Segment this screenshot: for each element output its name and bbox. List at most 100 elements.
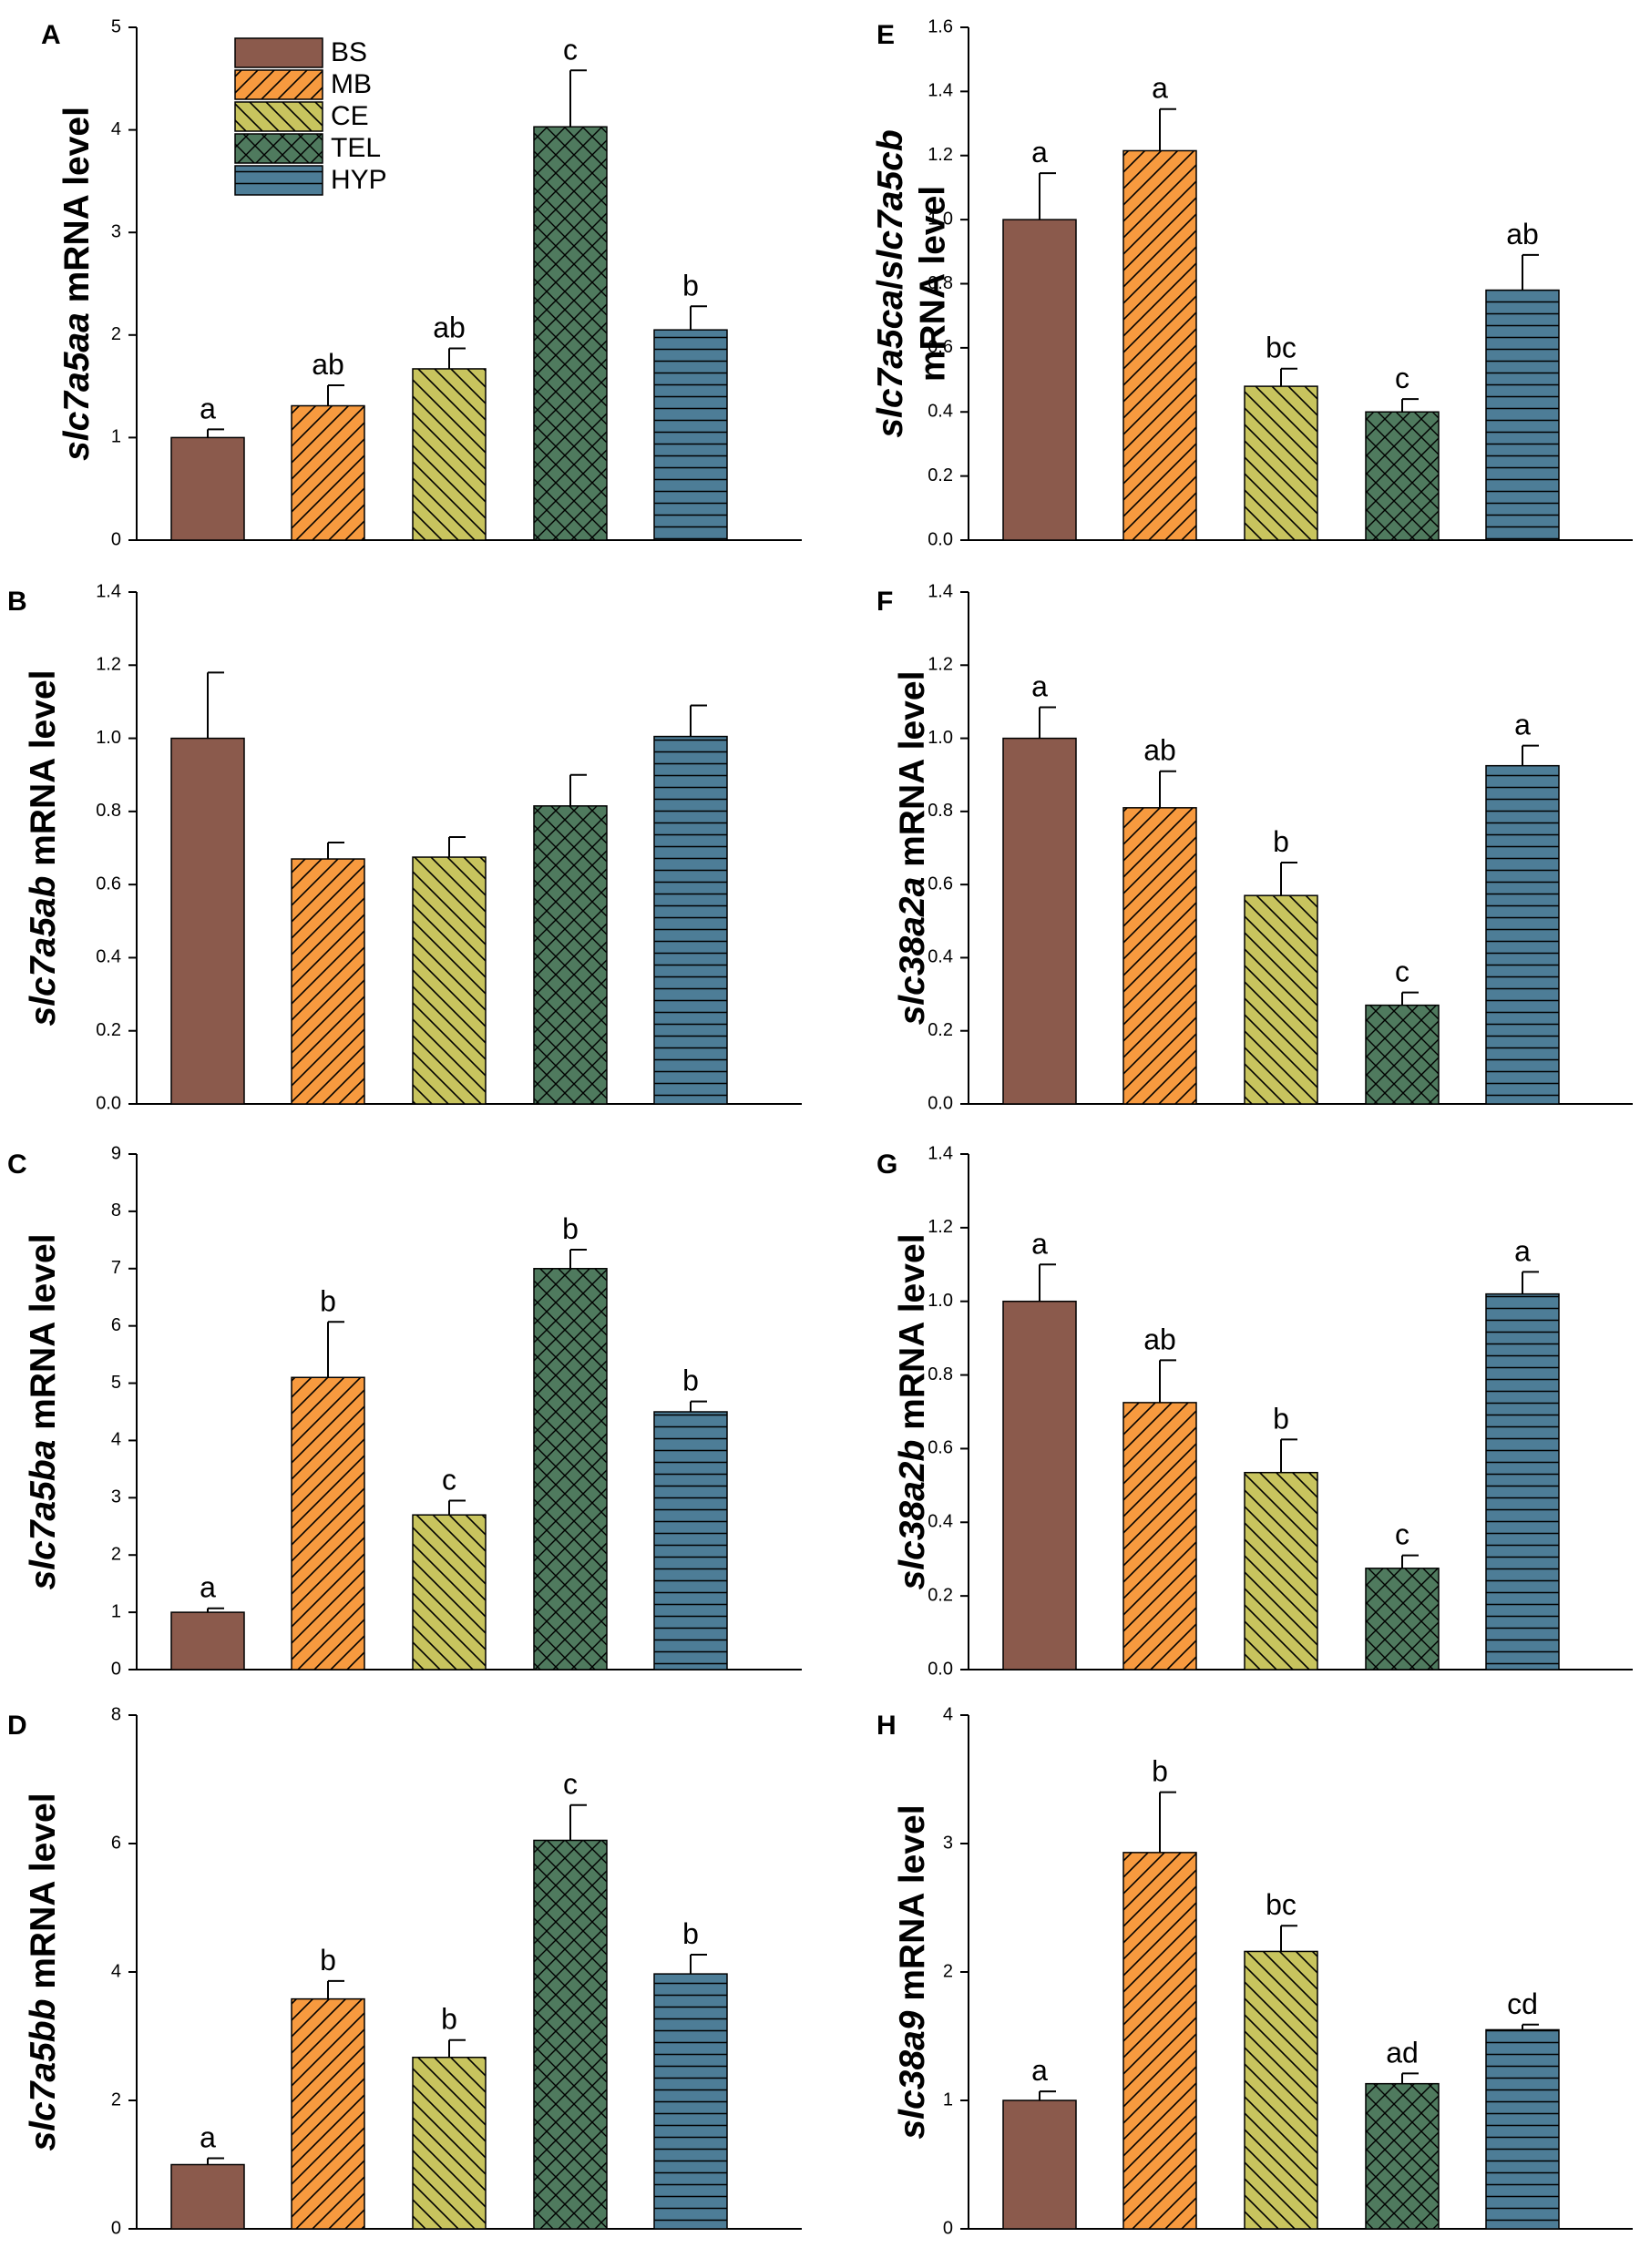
- significance-letter: ab: [1143, 1323, 1176, 1355]
- y-tick-label: 0.8: [928, 801, 953, 821]
- y-tick-label: 5: [111, 16, 121, 36]
- panel-letter: E: [876, 20, 895, 50]
- legend-label-tel: TEL: [331, 133, 381, 163]
- significance-letter: c: [563, 33, 578, 66]
- y-tick-label: 1.2: [928, 655, 953, 675]
- legend-swatch-tel: [234, 133, 323, 164]
- y-axis-label-part: slc7a5ab: [24, 876, 63, 1027]
- bar-bs: [170, 436, 245, 541]
- bar-hyp: [653, 329, 728, 541]
- significance-letter: ab: [1143, 734, 1176, 767]
- y-tick-label: 4: [943, 1704, 953, 1724]
- bar-tel: [1365, 1004, 1440, 1105]
- y-tick-label: 0.8: [928, 1364, 953, 1384]
- y-tick-label: 0.0: [928, 529, 953, 549]
- y-tick-label: 1.2: [928, 1217, 953, 1237]
- significance-letter: ad: [1386, 2036, 1419, 2069]
- y-tick-label: 0: [111, 529, 121, 549]
- bar-tel: [533, 126, 608, 541]
- y-tick-label: 0.0: [928, 1659, 953, 1679]
- significance-letter: bc: [1266, 1888, 1297, 1921]
- y-axis-label: slc7a5aa mRNA level: [57, 107, 97, 461]
- y-tick-label: 4: [111, 1961, 121, 1981]
- bar-ce: [1244, 385, 1318, 541]
- y-tick-label: 1: [943, 2089, 953, 2110]
- y-axis-label-part: mRNA level: [57, 107, 97, 312]
- bar-ce: [1244, 894, 1318, 1105]
- significance-letter: c: [1395, 362, 1409, 394]
- chart-panel-d: D 0 2 4 6 8 slc7a5bb mRNA level a b b c b: [7, 1704, 802, 2238]
- y-tick-label: 0.2: [928, 465, 953, 485]
- y-tick-label: 2: [111, 324, 121, 344]
- y-tick-label: 1.6: [928, 16, 953, 36]
- y-tick-label: 0.2: [928, 1585, 953, 1605]
- significance-letter: b: [441, 2003, 457, 2036]
- bar-bs: [170, 737, 245, 1105]
- significance-letter: a: [200, 1571, 216, 1604]
- y-axis-label: slc7a5ba mRNA level: [24, 1234, 63, 1590]
- legend-label-hyp: HYP: [331, 165, 387, 195]
- y-axis-label: slc38a9 mRNA level: [893, 1804, 932, 2139]
- y-tick-label: 0.4: [96, 947, 121, 967]
- legend-label-bs: BS: [331, 37, 367, 67]
- y-tick-label: 8: [111, 1200, 121, 1221]
- significance-letter: ab: [312, 348, 344, 381]
- bar-ce: [412, 2057, 487, 2230]
- bar-ce: [1244, 1950, 1318, 2230]
- bar-mb: [291, 404, 365, 541]
- y-tick-label: 1.4: [928, 81, 953, 101]
- significance-letter: b: [682, 1364, 699, 1397]
- y-tick-label: 2: [111, 1545, 121, 1565]
- y-tick-label: 4: [111, 119, 121, 139]
- y-axis-label-part: mRNA level: [893, 1804, 932, 2010]
- bar-hyp: [1485, 764, 1560, 1105]
- significance-letter: a: [1152, 72, 1168, 105]
- chart-panel-b: B 0.0 0.2 0.4 0.6 0.8 1.0 1.2 1.4 slc7a5ab mRNA l…: [7, 581, 802, 1113]
- y-axis-label: slc38a2b mRNA level: [893, 1234, 932, 1590]
- bar-ce: [1244, 1471, 1318, 1670]
- significance-letter: b: [1152, 1755, 1168, 1788]
- y-tick-label: 5: [111, 1373, 121, 1393]
- y-axis-label: slc7a5ca/slc7a5cb: [871, 129, 910, 437]
- significance-letter: c: [442, 1463, 456, 1496]
- y-tick-label: 0.4: [928, 947, 953, 967]
- y-tick-label: 0.6: [928, 873, 953, 894]
- y-tick-label: 0: [111, 2218, 121, 2238]
- y-axis-label-part: mRNA level: [24, 1793, 63, 1998]
- bar-mb: [1122, 807, 1197, 1105]
- y-axis-label-line2: mRNA level: [913, 186, 952, 382]
- y-tick-label: 3: [943, 1833, 953, 1853]
- chart-panel-a: A 0 1 2 3 4 5 slc7a5aa mRNA level a ab ab c b: [41, 16, 802, 549]
- y-tick-label: 6: [111, 1833, 121, 1853]
- y-tick-label: 9: [111, 1143, 121, 1163]
- bar-mb: [1122, 1402, 1197, 1670]
- bar-tel: [1365, 411, 1440, 541]
- bar-bs: [170, 1611, 245, 1670]
- significance-letter: bc: [1266, 332, 1297, 364]
- y-tick-label: 1.4: [96, 581, 121, 601]
- y-axis-label-part: slc7a5aa: [57, 312, 97, 461]
- y-tick-label: 8: [111, 1704, 121, 1724]
- bar-tel: [533, 805, 608, 1105]
- y-axis-label-part: slc7a5bb: [24, 1999, 63, 2151]
- y-tick-label: 7: [111, 1258, 121, 1278]
- panel-letter: H: [876, 1711, 897, 1741]
- y-tick-label: 4: [111, 1430, 121, 1450]
- panel-letter: B: [7, 587, 27, 617]
- bar-bs: [1002, 1300, 1077, 1670]
- y-axis-label-part: slc7a5ca: [871, 290, 910, 438]
- bar-mb: [291, 858, 365, 1105]
- legend-label-ce: CE: [331, 101, 369, 131]
- bar-tel: [533, 1268, 608, 1670]
- y-tick-label: 1.2: [928, 145, 953, 165]
- significance-letter: a: [1031, 2054, 1048, 2087]
- y-tick-label: 1.0: [928, 209, 953, 229]
- y-tick-label: 0.6: [928, 1438, 953, 1458]
- y-tick-label: 0.2: [928, 1020, 953, 1040]
- panel-letter: F: [876, 587, 893, 617]
- y-axis-label-part: slc38a2a: [893, 877, 932, 1026]
- bar-bs: [1002, 737, 1077, 1105]
- y-axis-label-part: mRNA level: [893, 671, 932, 877]
- significance-letter: b: [320, 1284, 336, 1317]
